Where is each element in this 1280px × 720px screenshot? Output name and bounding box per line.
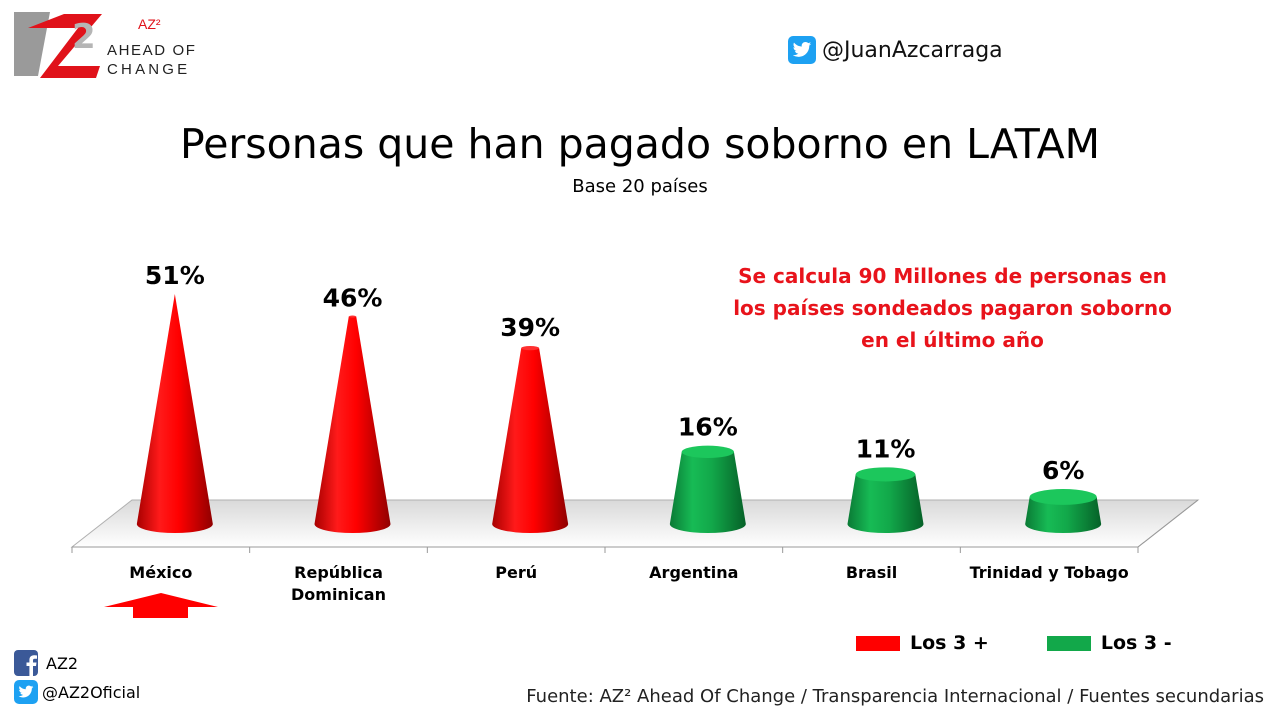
- facebook-link[interactable]: AZ2: [14, 650, 78, 676]
- category-label: Brasil: [846, 563, 897, 582]
- legend-label-top: Los 3 +: [910, 632, 989, 654]
- cone-body: [136, 294, 213, 533]
- cone-bar: [136, 294, 213, 533]
- cone-cap: [348, 315, 357, 318]
- category-label: República: [294, 563, 383, 582]
- x-axis-ticks: [71, 547, 1139, 553]
- twitter-handle-header[interactable]: @JuanAzcarraga: [788, 36, 1003, 64]
- cone-body: [1025, 496, 1102, 533]
- cone-body: [847, 474, 924, 533]
- category-label: Perú: [495, 563, 537, 582]
- data-label: 6%: [1042, 456, 1084, 485]
- cone-bar: [492, 346, 569, 533]
- data-label: 46%: [323, 284, 383, 313]
- logo-tagline-line2: CHANGE: [107, 61, 191, 78]
- cone-body: [314, 316, 391, 533]
- cone-cap: [855, 467, 916, 482]
- cone-bar: [1025, 489, 1102, 533]
- twitter-icon: [788, 36, 816, 64]
- twitter-link-footer[interactable]: @AZ2Oficial: [14, 680, 140, 704]
- chart-subtitle: Base 20 países: [572, 176, 708, 197]
- logo-tagline-line1: AHEAD OF: [107, 42, 197, 59]
- cone-body: [492, 348, 569, 533]
- cone-bar: [669, 445, 746, 533]
- twitter-label: @AZ2Oficial: [42, 682, 141, 702]
- data-label: 39%: [500, 313, 560, 342]
- category-label: Argentina: [649, 563, 738, 582]
- svg-text:2: 2: [72, 17, 96, 57]
- cone-cap: [1029, 489, 1097, 505]
- category-label: México: [129, 563, 192, 582]
- twitter-handle-text: @JuanAzcarraga: [822, 37, 1003, 63]
- annotation-text: Se calcula 90 Millones de personas en lo…: [733, 264, 1172, 352]
- logo-az2-superscript: AZ²: [138, 16, 161, 32]
- chart-legend: Los 3 + Los 3 -: [856, 632, 1172, 654]
- category-label: Trinidad y Tobago: [970, 563, 1129, 582]
- legend-label-bottom: Los 3 -: [1100, 632, 1172, 654]
- facebook-label: AZ2: [46, 653, 79, 673]
- az2-logo: 2: [14, 12, 102, 78]
- facebook-icon: [14, 650, 38, 676]
- cone-bar: [314, 315, 391, 533]
- source-note: Fuente: AZ² Ahead Of Change / Transparen…: [526, 686, 1264, 707]
- mexico-highlight-arrow: [104, 593, 218, 618]
- data-label: 11%: [856, 434, 916, 463]
- legend-swatch-top: [856, 635, 900, 651]
- category-label: Dominican: [291, 585, 386, 604]
- data-label: 16%: [678, 413, 738, 442]
- cone-cap: [681, 445, 734, 459]
- cone-cap: [521, 346, 540, 351]
- cone-body: [669, 451, 746, 533]
- floor-side-edge: [1137, 499, 1199, 548]
- cone-bar: [847, 467, 924, 533]
- chart-title: Personas que han pagado soborno en LATAM: [179, 120, 1101, 168]
- data-label: 51%: [145, 261, 205, 290]
- legend-swatch-bottom: [1046, 635, 1091, 651]
- twitter-icon: [14, 680, 38, 704]
